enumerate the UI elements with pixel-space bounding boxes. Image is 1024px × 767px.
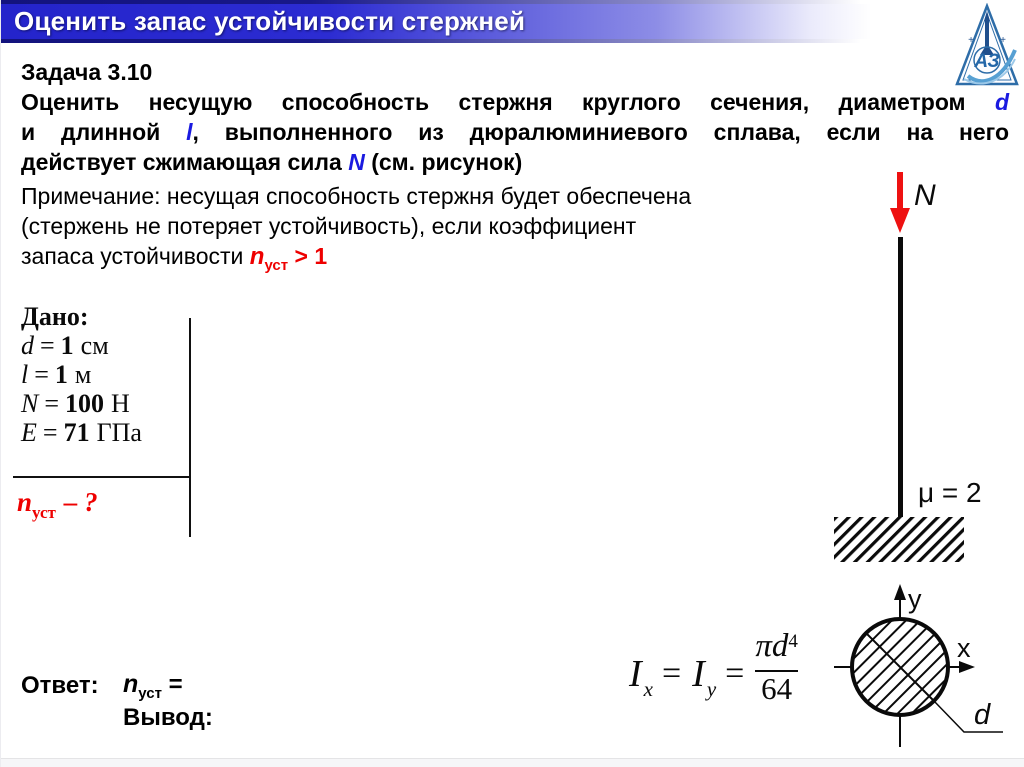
- force-label: N: [914, 179, 936, 212]
- given-divider-vertical: [189, 318, 191, 537]
- inertia-formula: Ix = Iy = πd4 64: [629, 628, 798, 706]
- logo-letters: АЗ: [973, 51, 999, 72]
- formula-Iy: Iy: [692, 653, 717, 701]
- page-title: Оценить запас устойчивости стержней: [14, 6, 526, 36]
- header-bar: Оценить запас устойчивости стержней: [1, 0, 1024, 43]
- note-text: Примечание: несущая способность стержня …: [21, 181, 1009, 281]
- given-row-N: N = 100 Н: [21, 389, 130, 418]
- force-arrow-icon: [890, 172, 910, 233]
- svg-text:+: +: [1000, 35, 1006, 46]
- given-title: Дано:: [21, 302, 89, 331]
- institute-logo-icon: + + АЗ: [955, 3, 1019, 86]
- statement-line-1: Оценить несущую способность стержня круг…: [21, 89, 1009, 115]
- answer-expression: nуст =: [123, 670, 183, 702]
- svg-text:+: +: [968, 35, 974, 46]
- footer-strip: [1, 758, 1024, 767]
- find-label: nуст – ?: [17, 487, 98, 522]
- header-top-rule: [1, 0, 1024, 4]
- given-panel: Дано: d = 1 см l = 1 м N = 100 Н E = 71 ГПа: [21, 302, 142, 447]
- statement-line-2: и длинной l, выполненного из дюралюминие…: [21, 119, 1010, 145]
- diameter-line: [865, 632, 935, 702]
- problem-number: Задача 3.10: [21, 59, 153, 85]
- conclusion-label: Вывод:: [123, 704, 213, 731]
- mu-label: μ = 2: [918, 477, 982, 508]
- var-N: N: [348, 149, 365, 175]
- given-row-E: E = 71 ГПа: [21, 418, 142, 447]
- problem-statement: Задача 3.10 Оценить несущую способность …: [21, 57, 1009, 281]
- given-row-l: l = 1 м: [21, 360, 92, 389]
- var-l: l: [186, 119, 193, 145]
- fraction-bar: [755, 670, 798, 672]
- given-row-d: d = 1 см: [21, 331, 109, 360]
- support-hatch: [834, 517, 964, 562]
- axis-x-label: x: [957, 633, 971, 663]
- note-line-1: Примечание: несущая способность стержня …: [21, 183, 692, 209]
- diameter-leader: [933, 700, 1003, 733]
- header-bottom-rule: [1, 39, 1024, 43]
- stability-coefficient-symbol: n: [249, 243, 265, 270]
- formula-Ix: Ix: [629, 653, 653, 701]
- statement-line-3: действует сжимающая сила N (см. рисунок): [21, 149, 523, 175]
- diameter-label: d: [974, 699, 991, 731]
- note-line-2: (стержень не потеряет устойчивость), есл…: [21, 213, 637, 239]
- note-line-3: запаса устойчивости nуст > 1: [21, 243, 328, 274]
- header-gradient-bar: Оценить запас устойчивости стержней: [1, 4, 1024, 39]
- axis-y-label: y: [908, 584, 922, 614]
- answer-label: Ответ:: [21, 672, 99, 699]
- rod-line: [898, 237, 903, 517]
- rod-diagram: N μ = 2 y x d: [834, 172, 1003, 747]
- formula-fraction: πd4 64: [755, 628, 798, 706]
- var-d: d: [994, 89, 1009, 115]
- given-divider-horizontal: [13, 476, 190, 478]
